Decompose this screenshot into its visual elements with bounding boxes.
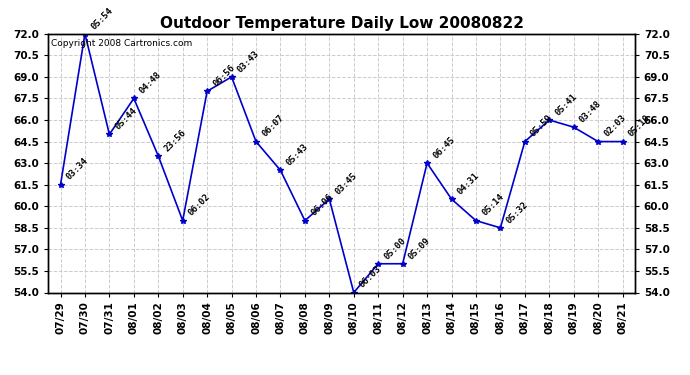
Text: Copyright 2008 Cartronics.com: Copyright 2008 Cartronics.com <box>51 39 193 48</box>
Text: 05:14: 05:14 <box>480 192 506 218</box>
Title: Outdoor Temperature Daily Low 20080822: Outdoor Temperature Daily Low 20080822 <box>159 16 524 31</box>
Text: 05:00: 05:00 <box>382 236 408 261</box>
Text: 05:59: 05:59 <box>529 113 554 139</box>
Text: 03:43: 03:43 <box>236 49 261 74</box>
Text: 05:09: 05:09 <box>407 236 432 261</box>
Text: 05:10: 05:10 <box>627 113 652 139</box>
Text: 02:03: 02:03 <box>602 113 628 139</box>
Text: 05:54: 05:54 <box>89 6 115 31</box>
Text: 05:32: 05:32 <box>504 200 530 225</box>
Text: 06:56: 06:56 <box>211 63 237 88</box>
Text: 04:31: 04:31 <box>455 171 481 196</box>
Text: 04:48: 04:48 <box>138 70 164 96</box>
Text: 06:03: 06:03 <box>358 264 384 290</box>
Text: 05:44: 05:44 <box>114 106 139 132</box>
Text: 23:56: 23:56 <box>162 128 188 153</box>
Text: 06:07: 06:07 <box>260 113 286 139</box>
Text: 06:06: 06:06 <box>309 192 335 218</box>
Text: 03:45: 03:45 <box>333 171 359 196</box>
Text: 06:02: 06:02 <box>187 192 213 218</box>
Text: 06:45: 06:45 <box>431 135 457 160</box>
Text: 03:48: 03:48 <box>578 99 603 124</box>
Text: 05:43: 05:43 <box>284 142 310 168</box>
Text: 05:41: 05:41 <box>553 92 579 117</box>
Text: 03:34: 03:34 <box>65 156 90 182</box>
